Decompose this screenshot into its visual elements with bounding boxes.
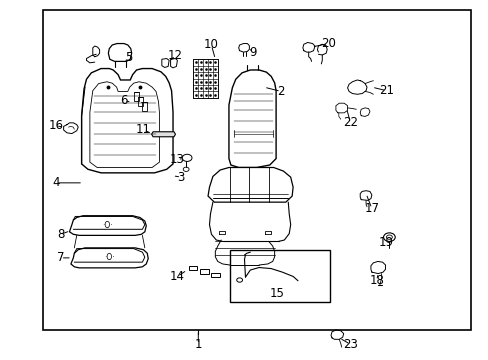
Text: 1: 1 bbox=[194, 338, 202, 351]
Text: 19: 19 bbox=[378, 236, 393, 249]
Text: 14: 14 bbox=[169, 270, 184, 283]
Text: 11: 11 bbox=[136, 123, 151, 136]
Text: 12: 12 bbox=[167, 49, 183, 62]
Bar bbox=[229, 250, 329, 302]
Text: 21: 21 bbox=[378, 84, 393, 97]
Polygon shape bbox=[151, 132, 175, 137]
Polygon shape bbox=[207, 167, 292, 202]
Polygon shape bbox=[71, 248, 148, 268]
Text: ·O·: ·O· bbox=[104, 253, 114, 262]
Text: 7: 7 bbox=[57, 251, 64, 264]
Polygon shape bbox=[81, 68, 173, 173]
Text: 5: 5 bbox=[125, 51, 132, 64]
Text: 23: 23 bbox=[343, 338, 357, 351]
Text: 17: 17 bbox=[364, 202, 379, 215]
Text: 6: 6 bbox=[120, 94, 127, 107]
Polygon shape bbox=[228, 70, 276, 167]
Text: ·O·: ·O· bbox=[102, 221, 112, 230]
Text: 15: 15 bbox=[269, 287, 284, 300]
Text: 4: 4 bbox=[52, 176, 60, 189]
Text: 8: 8 bbox=[57, 228, 64, 241]
Polygon shape bbox=[69, 216, 146, 235]
Text: 3: 3 bbox=[177, 171, 184, 184]
Text: 10: 10 bbox=[203, 39, 219, 51]
Polygon shape bbox=[108, 44, 131, 62]
Text: 16: 16 bbox=[48, 119, 63, 132]
Bar bbox=[42, 10, 469, 330]
Text: 9: 9 bbox=[249, 46, 257, 59]
Text: 13: 13 bbox=[170, 153, 184, 166]
Text: 20: 20 bbox=[320, 37, 335, 50]
Text: 22: 22 bbox=[342, 116, 357, 129]
Text: 2: 2 bbox=[277, 85, 284, 98]
Text: 18: 18 bbox=[368, 274, 384, 287]
